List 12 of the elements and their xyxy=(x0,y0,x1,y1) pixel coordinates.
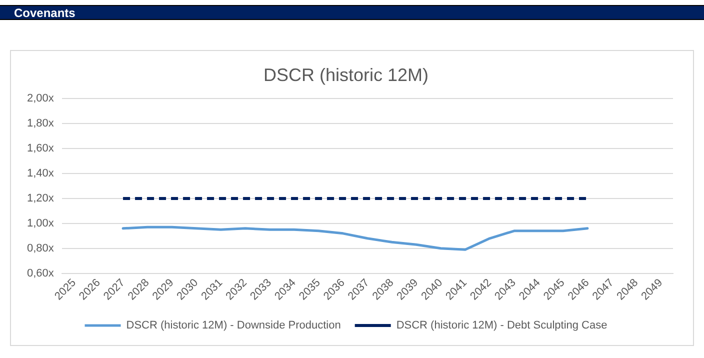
y-tick-label: 1,60x xyxy=(26,142,54,155)
chart-title: DSCR (historic 12M) xyxy=(263,64,429,85)
y-tick-label: 2,00x xyxy=(26,92,54,105)
y-tick-label: 1,80x xyxy=(26,118,54,130)
y-tick-label: 0,80x xyxy=(26,242,54,254)
legend-label: DSCR (historic 12M) - Debt Sculpting Case xyxy=(396,320,608,332)
y-tick-label: 1,40x xyxy=(26,168,54,180)
text: Covenants xyxy=(0,5,704,20)
legend-label: DSCR (historic 12M) - Downside Production xyxy=(126,320,341,332)
y-tick-label: 1,00x xyxy=(26,217,54,230)
y-tick-label: 0,60x xyxy=(26,267,54,280)
y-tick-label: 1,20x xyxy=(26,192,54,204)
